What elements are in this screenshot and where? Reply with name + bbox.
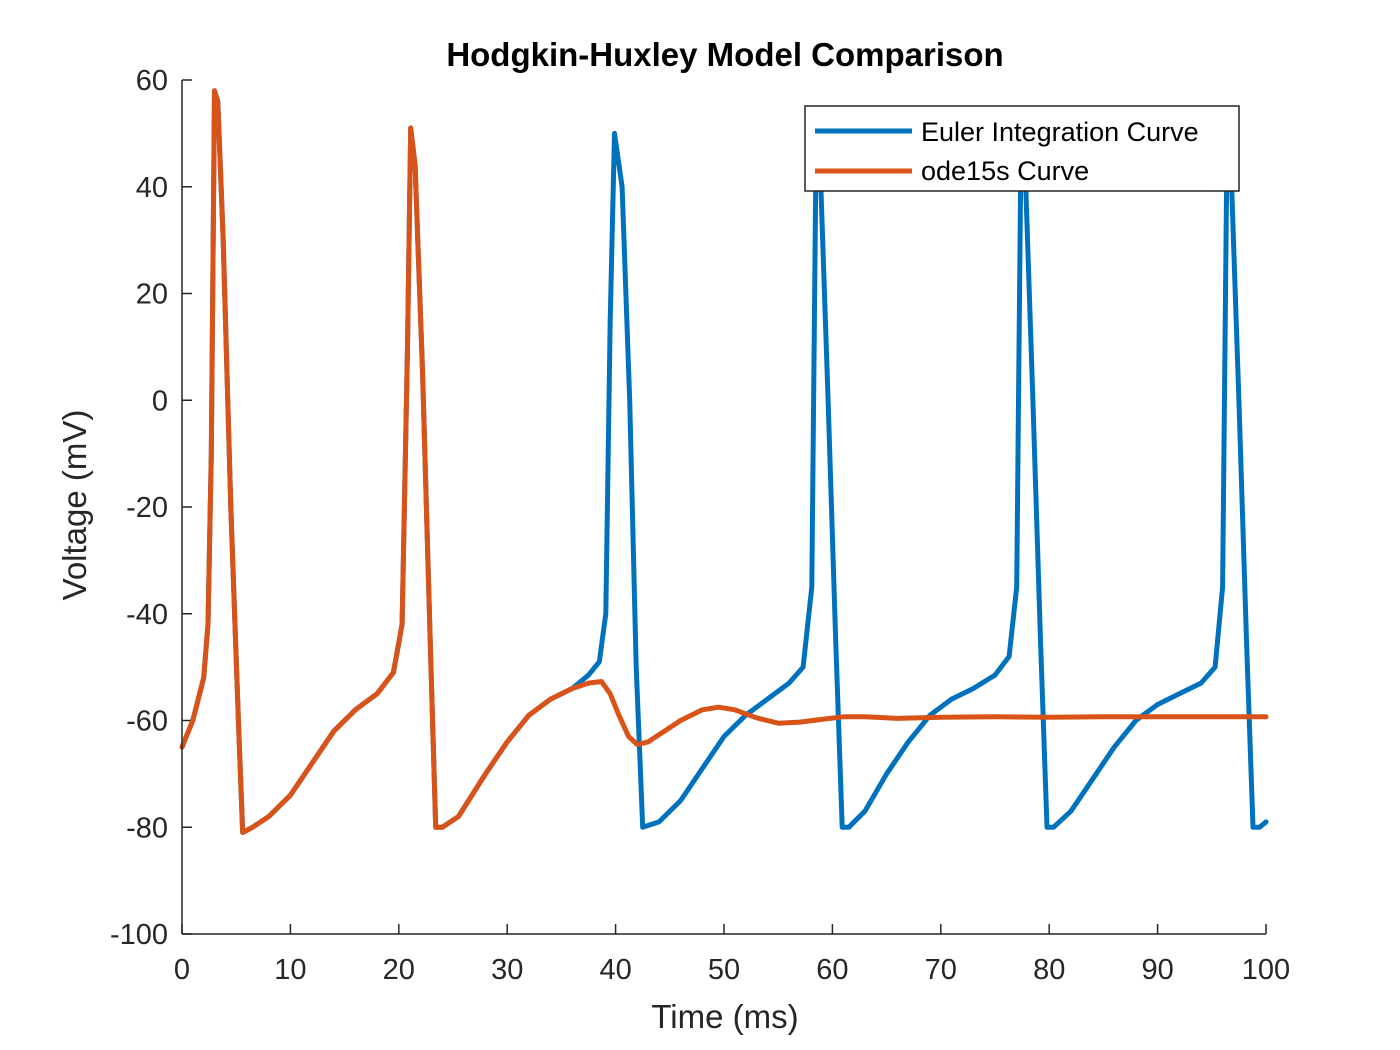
y-tick-label: -100 [110,919,168,951]
legend-box [804,105,1240,192]
x-tick-label: 30 [491,954,523,986]
y-axis-label: Voltage (mV) [56,410,93,601]
legend-label-ode15s: ode15s Curve [921,156,1089,186]
x-tick-label: 0 [174,954,190,986]
x-tick-label: 20 [383,954,415,986]
x-tick-label: 50 [708,954,740,986]
chart-title: Hodgkin-Huxley Model Comparison [446,36,1003,73]
y-tick-label: -80 [126,812,168,844]
y-tick-label: -60 [126,706,168,738]
axis-ticks: 0 10 20 30 40 50 60 70 80 90 100 -100 -80 -60 -40 -20 0 2… [110,65,1290,986]
y-tick-label: -20 [126,492,168,524]
legend-label-euler: Euler Integration Curve [921,117,1199,147]
y-tick-label: 0 [152,385,168,417]
plot-area [179,88,1269,836]
x-tick-label: 40 [599,954,631,986]
x-tick-label: 100 [1242,954,1290,986]
x-tick-label: 90 [1141,954,1173,986]
y-tick-label: 40 [136,172,168,204]
y-tick-label: 60 [136,65,168,97]
legend: Euler Integration Curve ode15s Curve [804,105,1240,192]
y-tick-label: -40 [126,599,168,631]
x-axis-label: Time (ms) [651,998,798,1035]
x-tick-label: 80 [1033,954,1065,986]
y-tick-label: 20 [136,279,168,311]
series-line-ode15s [179,88,1269,836]
x-tick-label: 70 [925,954,957,986]
x-tick-label: 10 [274,954,306,986]
x-tick-label: 60 [816,954,848,986]
axes-frame [181,80,1266,935]
